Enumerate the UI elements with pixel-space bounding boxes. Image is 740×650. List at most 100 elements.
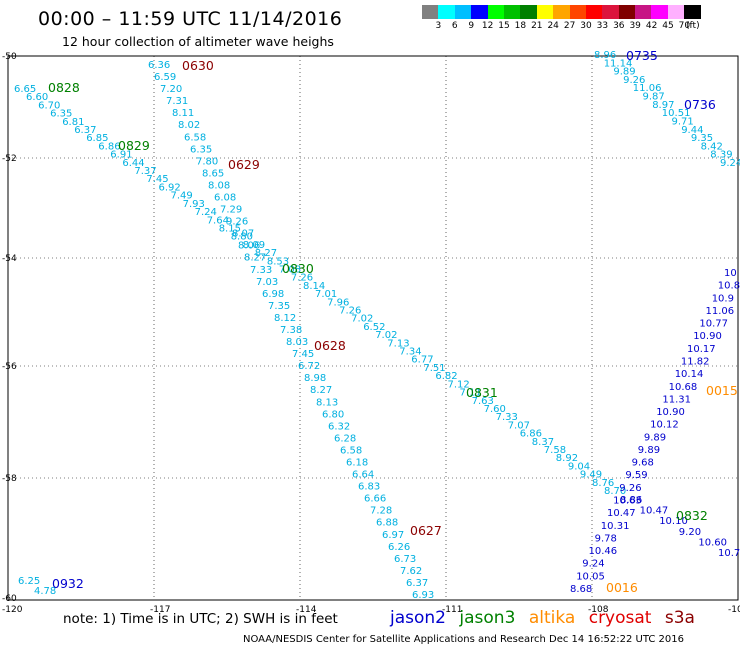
colorbar-label: 45 — [662, 21, 674, 31]
wave-height-value: 6.73 — [394, 554, 416, 565]
pass-time-label: 0832 — [676, 508, 708, 523]
colorbar-swatch — [585, 5, 603, 19]
wave-height-value: 9.35 — [691, 133, 713, 144]
wave-height-value: 7.26 — [291, 273, 313, 284]
colorbar-label: 39 — [629, 21, 641, 31]
wave-height-value: 6.81 — [62, 117, 84, 128]
wave-height-value: 7.33 — [496, 412, 518, 423]
colorbar-swatch — [635, 5, 652, 19]
wave-height-value: 6.37 — [406, 578, 428, 589]
wave-height-value: 9.59 — [625, 470, 647, 481]
colorbar-label: 70 — [678, 21, 691, 31]
wave-height-value: 10.68 — [669, 382, 698, 393]
lon-tick-label: -114 — [296, 605, 317, 615]
wave-height-value: 6.65 — [14, 84, 36, 95]
lon-tick-label: -120 — [2, 605, 23, 615]
wave-height-value: 6.08 — [214, 193, 236, 204]
colorbar-label: 21 — [531, 21, 543, 31]
wave-height-value: 9.87 — [643, 92, 665, 103]
wave-height-value: 7.63 — [472, 396, 494, 407]
legend-s3a: s3a — [664, 608, 695, 628]
wave-height-value: 6.60 — [26, 92, 48, 103]
pass-time-labels: 0828 0829 0830 0831 0832 0630 0629 0628 0627 0735… — [48, 48, 738, 595]
colorbar-swatch — [471, 5, 488, 19]
wave-height-value: 6.91 — [110, 150, 132, 161]
wave-height-value: 7.33 — [250, 265, 272, 276]
pass-time-label: 0831 — [466, 385, 498, 400]
wave-height-value: 9.89 — [644, 432, 666, 443]
wave-height-value: 10.8 — [718, 281, 740, 292]
wave-height-value: 9.04 — [568, 461, 590, 472]
wave-height-value: 11.82 — [681, 357, 710, 368]
wave-height-value: 7.01 — [315, 289, 337, 300]
credit-text: NOAA/NESDIS Center for Satellite Applica… — [243, 634, 685, 645]
map-subtitle: 12 hour collection of altimeter wave hei… — [62, 34, 334, 49]
wave-height-value: 9.68 — [632, 458, 654, 469]
wave-height-value: 8.14 — [303, 281, 325, 292]
wave-height-value: 9.71 — [672, 117, 694, 128]
colorbar-swatch — [651, 5, 668, 19]
longitude-tick-labels: -120 -117 -114 -111 -108 -105 — [2, 605, 740, 615]
wave-height-value: 9.26 — [226, 217, 248, 228]
wave-height-value: 6.92 — [159, 182, 181, 193]
wave-height-value: 10 — [724, 268, 737, 279]
wave-height-value: 8.11 — [172, 108, 194, 119]
wave-height-value: 8.15 — [219, 224, 241, 235]
wave-height-value: 6.36 — [148, 60, 170, 71]
wave-height-value: 6.66 — [364, 494, 386, 505]
wave-height-value: 7.08 — [279, 265, 301, 276]
wave-height-value: 8.96 — [594, 50, 616, 61]
pass-time-label: 0630 — [182, 58, 214, 73]
colorbar-label: 12 — [481, 21, 494, 31]
wave-height-value: 11.14 — [604, 58, 633, 69]
wave-height-value: 7.24 — [195, 207, 217, 218]
wave-height-value: 7.13 — [387, 338, 409, 349]
wave-height-value: 9.24 — [582, 559, 604, 570]
wave-height-value: 6.82 — [435, 371, 457, 382]
wave-height-value: 9.89 — [638, 445, 660, 456]
wave-height-value: 10.46 — [589, 546, 618, 557]
wave-height-value: 6.83 — [358, 482, 380, 493]
wave-height-value: 6.86 — [98, 141, 120, 152]
wave-height-value: 6.28 — [334, 433, 356, 444]
wave-height-value: 6.58 — [340, 446, 362, 457]
pass-time-label: 0736 — [684, 97, 716, 112]
wave-height-value: 11.06 — [633, 83, 662, 94]
wave-height-value: 7.29 — [220, 205, 242, 216]
wave-height-value: 6.72 — [298, 361, 320, 372]
wave-height-value: 6.44 — [122, 158, 144, 169]
wave-height-value: 10.60 — [698, 537, 727, 548]
lon-tick-label: -117 — [150, 605, 170, 615]
wave-height-value: 10.51 — [662, 108, 691, 119]
wave-height-value: 7.11 — [460, 388, 482, 399]
wave-height-value: 10.63 — [613, 496, 642, 507]
wave-height-value: 8.03 — [286, 337, 308, 348]
wave-height-value: 4.78 — [34, 586, 56, 597]
pass-time-label: 0932 — [52, 576, 84, 591]
wave-height-value: 6.85 — [86, 133, 108, 144]
wave-height-value: 10.73 — [718, 548, 740, 559]
colorbar-label: 18 — [514, 21, 527, 31]
plot-frame — [7, 55, 739, 601]
lat-tick-label: -56 — [2, 362, 17, 372]
wave-height-value: 10.17 — [687, 344, 716, 355]
legend-altika: altika — [528, 608, 576, 628]
wave-height-value: 8.07 — [232, 229, 254, 240]
wave-height-value: 7.64 — [207, 215, 229, 226]
wave-height-tracks: 6.656.606.706.356.816.376.856.866.916.44… — [14, 50, 740, 601]
lat-tick-label: -60 — [2, 594, 17, 604]
wave-height-value: 8.37 — [532, 437, 554, 448]
pass-time-label: 0016 — [606, 580, 638, 595]
wave-height-value: 7.80 — [196, 156, 218, 167]
note-line: note: 1) Time is in UTC; 2) SWH is in fe… — [63, 611, 338, 627]
wave-height-value: 10.90 — [693, 331, 722, 342]
colorbar-label: 27 — [563, 21, 576, 31]
wave-height-value: 6.80 — [322, 409, 344, 420]
wave-height-value: 8.27 — [255, 248, 277, 259]
wave-height-value: 6.77 — [411, 355, 433, 366]
wave-height-value: 7.02 — [375, 330, 397, 341]
wave-height-value: 7.96 — [327, 297, 349, 308]
pass-time-label: 0628 — [314, 338, 346, 353]
wave-height-value: 6.59 — [154, 72, 176, 83]
lon-tick-label: -105 — [728, 605, 740, 615]
